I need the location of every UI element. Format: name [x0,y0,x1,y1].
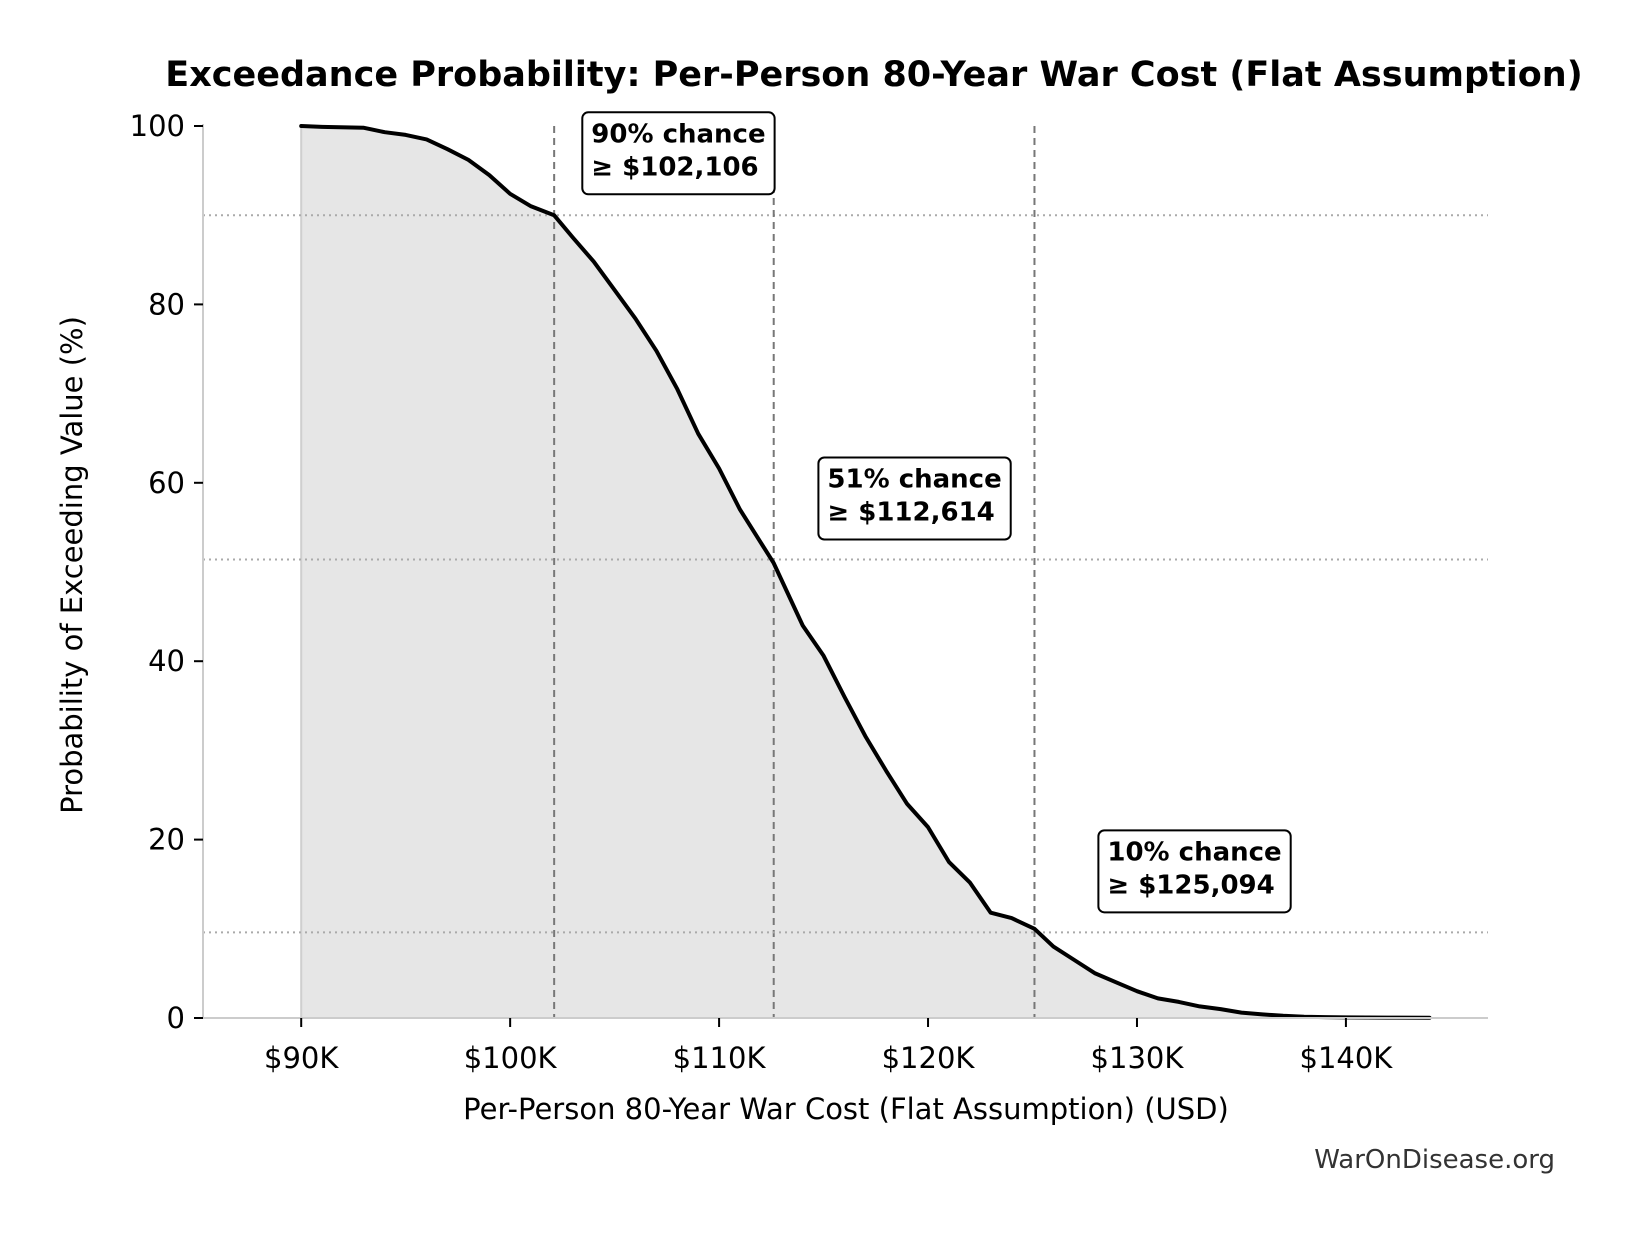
y-axis-label: Probability of Exceeding Value (%) [55,316,89,814]
annotation-box-1 [817,456,1012,541]
x-axis-label: Per-Person 80-Year War Cost (Flat Assump… [463,1092,1229,1126]
annotation-line1-0: 90% chance [591,119,765,149]
series-line [299,124,1432,1020]
annotation-line2-2: ≥ $125,094 [1107,870,1274,900]
y-tick-label-0: 0 [167,1001,185,1035]
y-tick-label-3: 60 [148,466,185,500]
y-tick-label-5: 100 [130,109,185,143]
chart-title: Exceedance Probability: Per-Person 80-Ye… [165,55,1582,95]
x-tick-label-2: $110K [673,1041,767,1075]
plot-area: 0 20 40 60 80 100 $90K $100K $110K $120K $130K $140… [130,109,1488,1075]
annotation-line2-1: ≥ $112,614 [827,498,994,528]
x-tick-label-5: $140K [1300,1041,1394,1075]
area-fill [301,126,1430,1018]
watermark: WarOnDisease.org [1314,1145,1555,1175]
annotation-line1-2: 10% chance [1107,837,1281,867]
annotation-1: 51% chance≥ $112,614 [817,456,1012,541]
x-tick-label-4: $130K [1091,1041,1185,1075]
x-tick-label-3: $120K [882,1041,976,1075]
y-tick-label-4: 80 [148,287,185,321]
x-tick-label-1: $100K [464,1041,558,1075]
annotation-line1-1: 51% chance [827,465,1001,495]
y-tick-label-2: 40 [148,644,185,678]
y-tick-label-1: 20 [148,823,185,857]
annotation-0: 90% chance≥ $102,106 [581,111,776,196]
annotation-2: 10% chance≥ $125,094 [1097,829,1292,914]
annotation-box-0 [581,111,776,196]
annotation-box-2 [1097,829,1292,914]
annotation-line2-0: ≥ $102,106 [591,152,758,182]
x-tick-label-0: $90K [264,1041,339,1075]
